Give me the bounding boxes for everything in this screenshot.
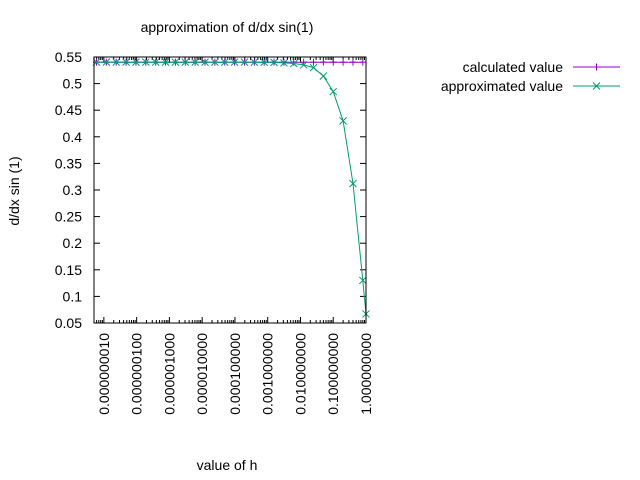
marker-stroke <box>161 58 170 67</box>
y-tick-label: 0.55 <box>55 49 82 65</box>
marker-stroke <box>270 58 278 67</box>
y-tick-label: 0.3 <box>63 182 83 198</box>
cross-marker <box>250 58 259 67</box>
marker-stroke <box>319 72 328 80</box>
cross-marker <box>122 58 130 67</box>
cross-marker <box>161 58 170 67</box>
marker-stroke <box>132 58 140 67</box>
marker-stroke <box>102 58 111 67</box>
cross-marker <box>220 58 229 67</box>
y-tick-label: 0.4 <box>63 129 83 145</box>
marker-stroke <box>358 276 367 285</box>
x-tick-label: 0.100000000 <box>325 333 341 415</box>
x-axis-label: value of h <box>197 457 258 473</box>
plus-marker <box>310 58 318 66</box>
cross-marker <box>260 58 269 67</box>
cross-marker <box>240 58 249 67</box>
plus-marker <box>593 63 600 71</box>
y-tick-label: 0.15 <box>55 262 82 278</box>
cross-marker <box>181 58 190 67</box>
x-tick-label: 0.010000000 <box>292 333 308 415</box>
series-approximated <box>92 58 370 318</box>
cross-marker <box>349 179 357 188</box>
marker-stroke <box>349 179 357 188</box>
marker-stroke <box>339 116 347 125</box>
cross-marker <box>339 116 347 125</box>
cross-marker <box>299 61 308 69</box>
cross-marker <box>270 58 278 67</box>
cross-marker <box>112 58 121 67</box>
x-tick-label: 0.000100000 <box>227 333 243 415</box>
marker-stroke <box>240 58 249 67</box>
cross-marker <box>309 63 318 72</box>
cross-marker <box>329 87 338 96</box>
marker-stroke <box>280 58 288 67</box>
cross-marker <box>211 58 219 67</box>
y-tick-label: 0.5 <box>63 76 83 92</box>
plus-marker <box>349 58 357 66</box>
marker-stroke <box>250 58 259 67</box>
marker-stroke <box>151 58 160 67</box>
cross-marker <box>358 276 367 285</box>
cross-marker <box>141 58 150 67</box>
y-tick-label: 0.2 <box>63 235 83 251</box>
plot-series <box>92 58 370 318</box>
plus-marker <box>319 58 327 66</box>
cross-marker <box>319 72 328 80</box>
x-tick-label: 0.001000000 <box>260 333 276 415</box>
x-tick-label: 0.000001000 <box>161 333 177 415</box>
cross-marker <box>280 58 288 67</box>
marker-stroke <box>211 58 219 67</box>
marker-stroke <box>260 58 269 67</box>
x-tick-label: 1.000000000 <box>358 333 374 415</box>
cross-marker <box>191 58 199 67</box>
marker-stroke <box>122 58 130 67</box>
cross-marker <box>102 58 111 67</box>
legend-label: approximated value <box>441 78 563 94</box>
series-line <box>96 61 367 315</box>
cross-marker <box>289 59 298 68</box>
y-tick-label: 0.1 <box>63 288 83 304</box>
marker-stroke <box>112 58 121 67</box>
y-tick-label: 0.35 <box>55 155 82 171</box>
plus-marker <box>290 58 298 66</box>
y-tick-label: 0.25 <box>55 209 82 225</box>
marker-stroke <box>329 87 338 96</box>
plus-marker <box>329 58 337 66</box>
marker-stroke <box>220 58 229 67</box>
plus-marker <box>339 58 347 66</box>
cross-marker <box>230 58 239 67</box>
x-tick-label: 0.000000100 <box>129 333 145 415</box>
marker-stroke <box>309 63 318 72</box>
y-axis-ticks: 0.05 0.1 0.15 0.2 0.25 0.3 0.35 0.4 0.45 0.5 0.55 <box>55 49 366 331</box>
plot-frame <box>93 56 367 324</box>
x-tick-label: 0.000000010 <box>96 333 112 415</box>
y-tick-label: 0.05 <box>55 315 82 331</box>
chart-title: approximation of d/dx sin(1) <box>141 19 314 35</box>
cross-marker <box>592 82 601 90</box>
marker-stroke <box>181 58 190 67</box>
marker-stroke <box>592 82 601 90</box>
marker-stroke <box>299 61 308 69</box>
cross-marker <box>132 58 140 67</box>
cross-marker <box>151 58 160 67</box>
marker-stroke <box>171 58 180 67</box>
legend: calculated value approximated value <box>441 59 620 94</box>
cross-marker <box>201 58 209 67</box>
x-tick-label: 0.000010000 <box>194 333 210 415</box>
marker-stroke <box>191 58 199 67</box>
legend-label: calculated value <box>463 59 564 75</box>
marker-stroke <box>230 58 239 67</box>
cross-marker <box>171 58 180 67</box>
y-axis-label: d/dx sin (1) <box>6 156 22 225</box>
marker-stroke <box>289 59 298 68</box>
marker-stroke <box>141 58 150 67</box>
plus-marker <box>359 58 367 66</box>
y-tick-label: 0.45 <box>55 102 82 118</box>
marker-stroke <box>201 58 209 67</box>
x-axis-ticks: 0.000000010 0.000000100 0.000001000 0.00001… <box>93 57 374 415</box>
